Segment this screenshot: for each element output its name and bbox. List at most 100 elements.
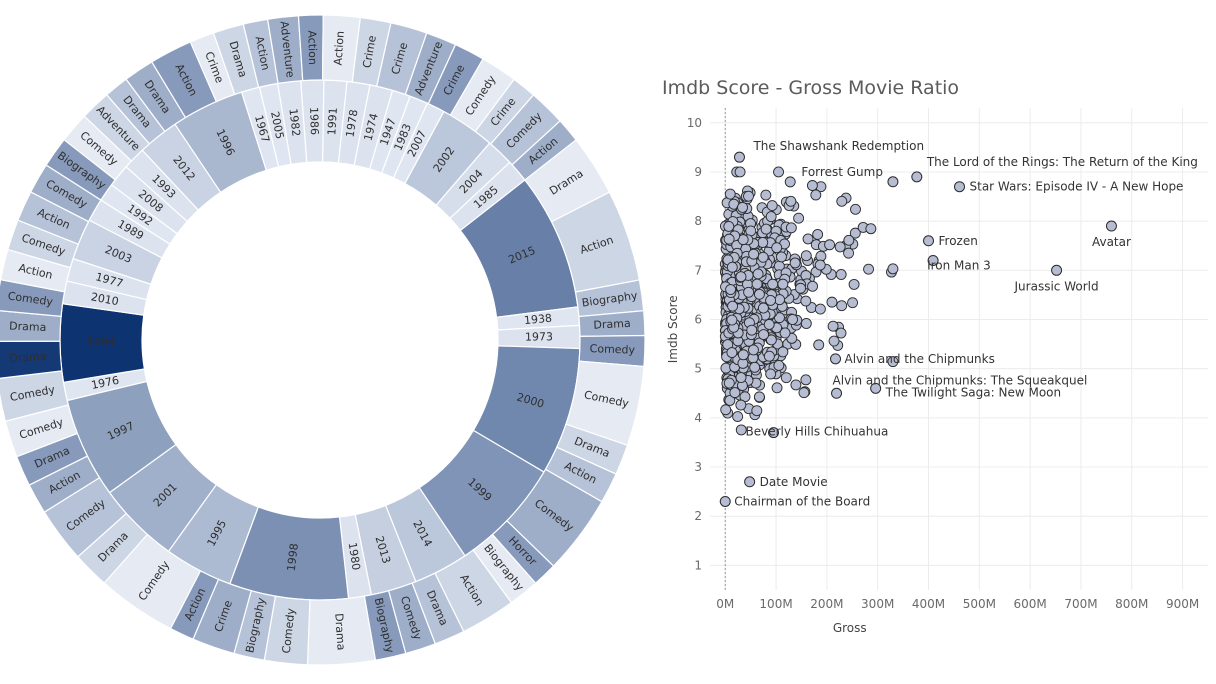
- scatter-point[interactable]: [814, 303, 826, 315]
- scatter-point[interactable]: [848, 278, 860, 290]
- scatter-point[interactable]: [836, 300, 848, 312]
- labeled-point[interactable]: [1105, 220, 1117, 232]
- scatter-point[interactable]: [843, 247, 855, 259]
- scatter-point[interactable]: [757, 251, 769, 263]
- scatter-point[interactable]: [784, 176, 796, 188]
- genre-segment[interactable]: [511, 120, 577, 181]
- scatter-point[interactable]: [798, 387, 810, 399]
- scatter-point[interactable]: [757, 237, 769, 248]
- scatter-point[interactable]: [760, 223, 772, 235]
- scatter-point[interactable]: [748, 248, 760, 260]
- scatter-point[interactable]: [812, 229, 824, 240]
- scatter-point[interactable]: [800, 250, 812, 262]
- scatter-point[interactable]: [724, 395, 736, 406]
- scatter-point[interactable]: [765, 334, 777, 346]
- scatter-point[interactable]: [758, 329, 770, 341]
- scatter-point[interactable]: [765, 294, 777, 306]
- labeled-point[interactable]: [911, 171, 923, 183]
- scatter-point[interactable]: [753, 288, 765, 300]
- scatter-point[interactable]: [785, 195, 797, 207]
- scatter-point[interactable]: [767, 278, 779, 290]
- scatter-point[interactable]: [807, 280, 819, 292]
- labeled-point[interactable]: [768, 427, 780, 439]
- scatter-point[interactable]: [793, 212, 805, 224]
- scatter-point[interactable]: [800, 318, 812, 329]
- scatter-point[interactable]: [828, 335, 840, 347]
- scatter-point[interactable]: [745, 225, 757, 237]
- scatter-point[interactable]: [725, 284, 737, 296]
- scatter-point[interactable]: [748, 344, 759, 356]
- scatter-point[interactable]: [751, 278, 763, 290]
- scatter-point[interactable]: [763, 318, 775, 330]
- scatter-point[interactable]: [835, 327, 847, 339]
- scatter-point[interactable]: [763, 350, 775, 362]
- scatter-point[interactable]: [726, 314, 738, 326]
- scatter-point[interactable]: [771, 382, 783, 394]
- scatter-point[interactable]: [723, 233, 735, 245]
- scatter-point[interactable]: [735, 424, 747, 436]
- scatter-point[interactable]: [843, 234, 855, 246]
- scatter-point[interactable]: [765, 211, 777, 223]
- scatter-point[interactable]: [849, 227, 861, 239]
- scatter-point[interactable]: [826, 296, 838, 308]
- scatter-point[interactable]: [785, 222, 797, 234]
- scatter-point[interactable]: [751, 405, 763, 417]
- scatter-point[interactable]: [789, 257, 801, 269]
- labeled-point[interactable]: [887, 176, 899, 188]
- labeled-point[interactable]: [719, 495, 731, 507]
- scatter-point[interactable]: [802, 233, 814, 245]
- scatter-point[interactable]: [779, 327, 791, 339]
- scatter-point[interactable]: [827, 320, 839, 332]
- scatter-point[interactable]: [834, 241, 846, 253]
- labeled-point[interactable]: [954, 181, 966, 193]
- scatter-point[interactable]: [887, 263, 899, 275]
- scatter-point[interactable]: [787, 314, 799, 325]
- scatter-point[interactable]: [743, 286, 755, 298]
- scatter-point[interactable]: [734, 166, 746, 178]
- scatter-point[interactable]: [760, 189, 772, 201]
- scatter-point[interactable]: [735, 271, 747, 283]
- scatter-point[interactable]: [720, 404, 732, 416]
- scatter-point[interactable]: [777, 346, 789, 358]
- scatter-point[interactable]: [777, 278, 789, 290]
- scatter-point[interactable]: [753, 391, 765, 403]
- scatter-point[interactable]: [765, 368, 777, 380]
- scatter-point[interactable]: [824, 239, 836, 251]
- scatter-point[interactable]: [727, 300, 739, 312]
- labeled-point[interactable]: [870, 382, 882, 394]
- scatter-point[interactable]: [863, 263, 875, 275]
- scatter-point[interactable]: [743, 190, 754, 202]
- scatter-point[interactable]: [726, 347, 738, 359]
- scatter-point[interactable]: [800, 295, 812, 307]
- scatter-point[interactable]: [790, 379, 802, 391]
- scatter-point[interactable]: [737, 349, 749, 361]
- scatter-point[interactable]: [726, 261, 738, 273]
- scatter-point[interactable]: [749, 361, 761, 373]
- scatter-point[interactable]: [723, 377, 735, 389]
- scatter-point[interactable]: [813, 339, 825, 351]
- labeled-point[interactable]: [831, 387, 843, 399]
- scatter-point[interactable]: [773, 312, 785, 324]
- scatter-point[interactable]: [887, 356, 899, 368]
- scatter-point[interactable]: [780, 372, 792, 384]
- scatter-point[interactable]: [810, 189, 822, 201]
- scatter-point[interactable]: [723, 220, 735, 232]
- scatter-point[interactable]: [737, 201, 748, 213]
- scatter-point[interactable]: [735, 372, 747, 383]
- scatter-point[interactable]: [729, 387, 741, 399]
- scatter-point[interactable]: [732, 411, 744, 423]
- scatter-point[interactable]: [735, 399, 747, 411]
- scatter-point[interactable]: [795, 282, 806, 294]
- scatter-point[interactable]: [800, 374, 812, 386]
- scatter-point[interactable]: [752, 268, 764, 280]
- scatter-point[interactable]: [814, 259, 826, 271]
- labeled-point[interactable]: [830, 353, 842, 365]
- scatter-point[interactable]: [865, 223, 877, 235]
- scatter-point[interactable]: [776, 251, 787, 263]
- scatter-point[interactable]: [836, 195, 848, 207]
- labeled-point[interactable]: [733, 151, 745, 163]
- scatter-point[interactable]: [724, 188, 736, 200]
- scatter-point[interactable]: [766, 200, 778, 212]
- scatter-point[interactable]: [850, 203, 861, 215]
- labeled-point[interactable]: [923, 235, 935, 247]
